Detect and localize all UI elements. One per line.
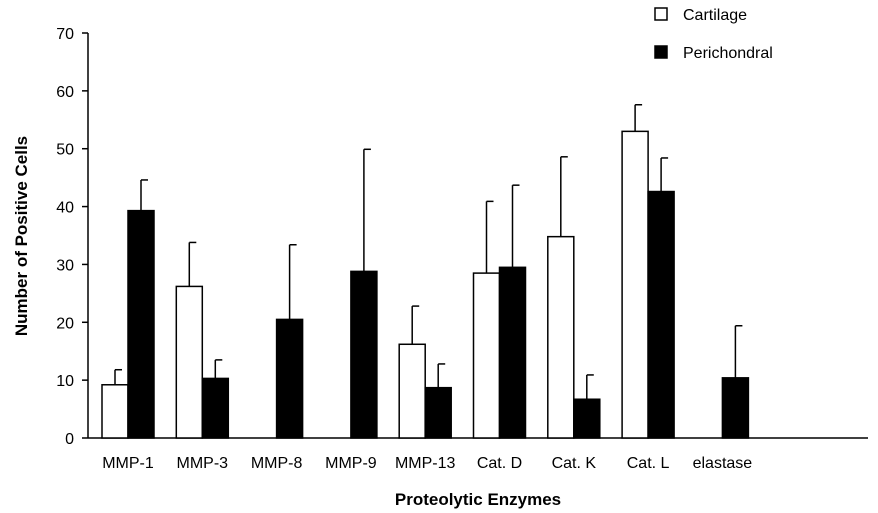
y-tick-label: 0 (65, 431, 74, 448)
bar-cartilage (398, 343, 426, 439)
bar-cartilage (547, 235, 575, 439)
bar-perichondral (201, 377, 230, 439)
legend-label: Cartilage (683, 7, 747, 24)
legend: Cartilage Perichondral (654, 7, 773, 62)
y-tick-label: 30 (56, 257, 74, 274)
bar-perichondral (424, 386, 452, 439)
bar-perichondral (350, 270, 378, 439)
x-tick-label: MMP-13 (395, 455, 456, 472)
y-tick-label: 60 (56, 84, 74, 101)
bars (101, 103, 750, 439)
x-tick-label: MMP-3 (177, 455, 229, 472)
x-tick-label: MMP-9 (325, 455, 377, 472)
x-tick-label: Cat. D (477, 455, 522, 472)
x-tick-label: MMP-1 (102, 455, 154, 472)
legend-swatch (654, 45, 668, 59)
y-axis-title: Number of Positive Cells (12, 136, 31, 336)
bar-cartilage (101, 384, 129, 439)
bar-cartilage (621, 130, 649, 439)
y-tick-label: 10 (56, 373, 74, 390)
y-ticks: 0 10 20 30 40 50 60 70 (56, 26, 88, 448)
x-tick-label: Cat. L (627, 455, 670, 472)
bar-perichondral (573, 398, 601, 439)
x-tick-label: elastase (693, 455, 753, 472)
bar-perichondral (127, 209, 155, 439)
legend-swatch (654, 7, 668, 21)
bar-cartilage (175, 285, 204, 439)
bar-perichondral (647, 190, 675, 439)
bar-perichondral (721, 377, 750, 439)
y-tick-label: 50 (56, 142, 74, 159)
x-ticks: MMP-1 MMP-3 MMP-8 MMP-9 MMP-13 Cat. D Cat. K Ca… (102, 455, 752, 472)
x-axis-title: Proteolytic Enzymes (395, 490, 561, 509)
bar-cartilage (472, 272, 501, 439)
bar-perichondral (498, 266, 527, 439)
y-tick-label: 40 (56, 200, 74, 217)
x-tick-label: Cat. K (552, 455, 597, 472)
y-tick-label: 20 (56, 315, 74, 332)
x-tick-label: MMP-8 (251, 455, 303, 472)
bar-perichondral (275, 318, 304, 439)
y-tick-label: 70 (56, 26, 74, 43)
legend-label: Perichondral (683, 45, 773, 62)
